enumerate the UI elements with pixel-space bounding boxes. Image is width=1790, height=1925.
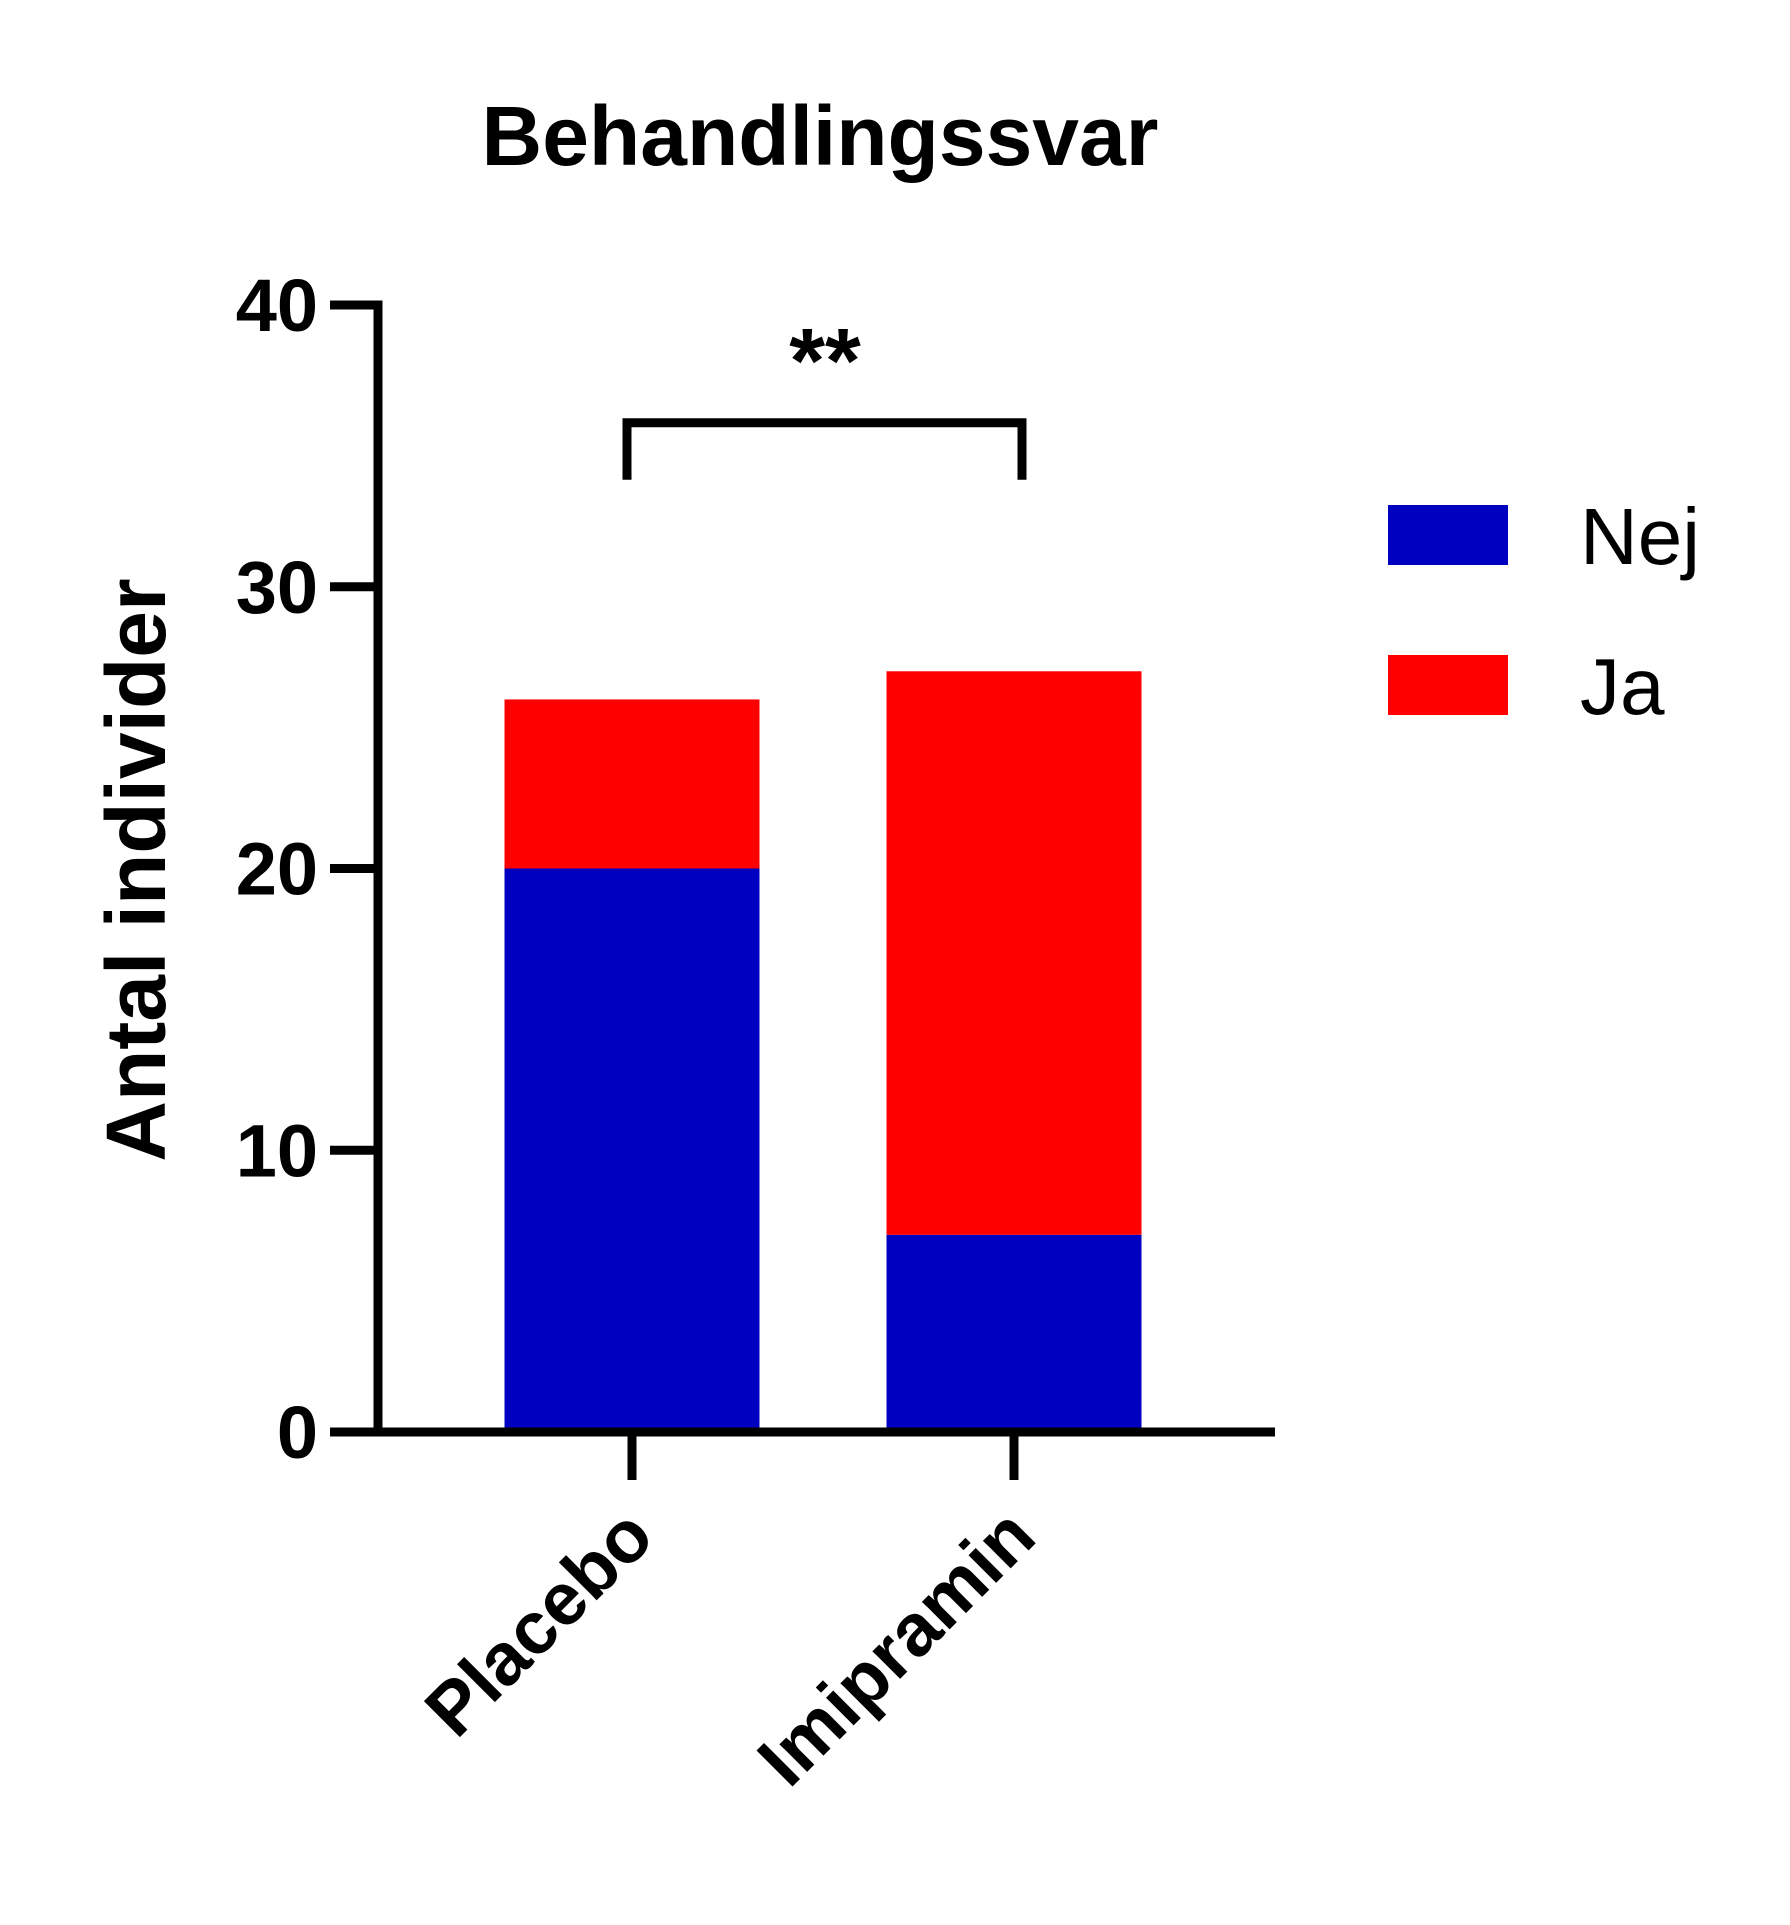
y-axis-label: Antal individer <box>89 578 183 1161</box>
y-tick-label-20: 20 <box>236 828 318 911</box>
x-tick-label-placebo: Placebo <box>409 1493 668 1752</box>
y-tick-label-10: 10 <box>236 1109 318 1192</box>
bar-placebo-ja <box>504 699 760 869</box>
y-tick-label-30: 30 <box>236 546 318 629</box>
bar-imipramin-ja <box>886 671 1142 1235</box>
legend-label-ja: Ja <box>1580 642 1665 731</box>
legend-label-nej: Nej <box>1580 492 1700 581</box>
legend-swatch-ja <box>1388 655 1508 715</box>
bar-placebo-nej <box>504 868 760 1432</box>
x-tick-label-imipramin: Imipramin <box>742 1493 1051 1802</box>
legend-swatch-nej <box>1388 505 1508 565</box>
significance-label: ** <box>789 311 861 413</box>
y-tick-label-0: 0 <box>277 1391 318 1474</box>
significance-bracket <box>622 418 1027 480</box>
bar-imipramin-nej <box>886 1234 1142 1432</box>
chart-title: Behandlingssvar <box>482 89 1159 183</box>
plot-area: 0 10 20 30 40 Placebo Imipramin ** Nej Ja <box>236 264 1700 1801</box>
y-tick-label-40: 40 <box>236 264 318 347</box>
